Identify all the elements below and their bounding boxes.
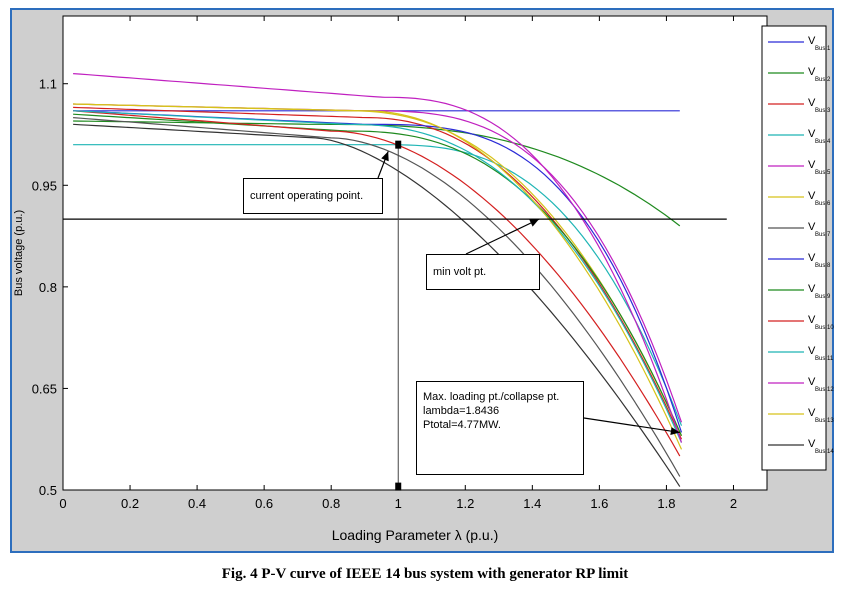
legend-label-bus-2: V — [808, 66, 816, 78]
annotation-line: Ptotal=4.77MW. — [423, 419, 501, 431]
series-line-bus-12 — [73, 73, 683, 443]
annotation-arrowhead-current — [381, 151, 389, 162]
legend-label-bus-10: V — [808, 314, 816, 326]
legend-sublabel-bus-13: Bus 13 — [815, 418, 834, 424]
legend-sublabel-bus-14: Bus 14 — [815, 449, 834, 455]
series-layer — [73, 73, 683, 487]
y-tick-label: 0.5 — [39, 483, 57, 498]
annotation-arrows — [377, 151, 680, 436]
legend-sublabel-bus-3: Bus 3 — [815, 108, 831, 114]
operating-point-marker-top — [395, 140, 402, 149]
x-tick-label: 0.4 — [188, 496, 206, 511]
x-tick-label: 1.8 — [657, 496, 675, 511]
legend-label-bus-6: V — [808, 190, 816, 202]
annotation-arrowhead-maxload — [670, 427, 680, 436]
legend-label-bus-11: V — [808, 345, 816, 357]
figure-caption: Fig. 4 P-V curve of IEEE 14 bus system w… — [221, 566, 629, 582]
legend-box — [761, 25, 827, 471]
annotation-arrowhead-minvolt — [529, 219, 540, 227]
reference-lines — [63, 140, 727, 491]
pv-chart: 0 0.2 0.4 0.6 0.8 1 1.2 1.4 1.6 1.8 2 0.5 0.65 0.8 0.9… — [13, 15, 834, 543]
series-line-bus-7 — [73, 117, 681, 477]
operating-point-marker-bottom — [395, 482, 402, 491]
x-tick-label: 1.2 — [456, 496, 474, 511]
legend-sublabel-bus-8: Bus 8 — [815, 263, 831, 269]
legend-sublabel-bus-12: Bus 12 — [815, 387, 834, 393]
legend-label-bus-13: V — [808, 407, 816, 419]
legend-sublabel-bus-11: Bus 11 — [815, 356, 834, 362]
legend-label-bus-9: V — [808, 283, 816, 295]
x-tick-label: 2 — [730, 496, 737, 511]
y-axis-label: Bus voltage (p.u.) — [13, 210, 25, 296]
x-tick-label: 1.4 — [523, 496, 541, 511]
legend-label-bus-4: V — [808, 128, 816, 140]
y-tick-label: 0.65 — [32, 381, 57, 396]
x-tick-label: 0.8 — [322, 496, 340, 511]
legend-label-bus-14: V — [808, 438, 816, 450]
series-line-bus-11 — [73, 110, 683, 443]
annotation-line: Max. loading pt./collapse pt. — [423, 391, 560, 403]
series-line-bus-14 — [73, 123, 681, 487]
x-tick-label: 0.2 — [121, 496, 139, 511]
y-tick-label: 1.1 — [39, 77, 57, 92]
legend-label-bus-1: V — [808, 35, 816, 47]
annotation-arrow-maxload — [583, 417, 680, 434]
legend-sublabel-bus-1: Bus 1 — [815, 46, 831, 52]
annotation-arrow-minvolt — [465, 218, 540, 255]
annotation-max-loading-point: Max. loading pt./collapse pt. lambda=1.84… — [416, 381, 584, 475]
annotation-min-volt-point: min volt pt. — [426, 254, 540, 290]
series-line-bus-3 — [73, 106, 683, 440]
x-tick-label: 0 — [59, 496, 66, 511]
plot-area — [62, 15, 768, 491]
legend-label-bus-7: V — [808, 221, 816, 233]
x-tick-label: 1 — [395, 496, 402, 511]
annotation-line: current operating point. — [250, 190, 364, 202]
annotation-line: lambda=1.8436 — [423, 405, 500, 417]
legend-sublabel-bus-6: Bus 6 — [815, 201, 831, 207]
series-line-bus-13 — [73, 103, 683, 450]
legend-label-bus-12: V — [808, 376, 816, 388]
legend-sublabel-bus-5: Bus 5 — [815, 170, 831, 176]
legend-label-bus-3: V — [808, 97, 816, 109]
series-line-bus-10 — [73, 110, 681, 457]
series-line-bus-4 — [73, 144, 683, 426]
y-tick-label: 0.8 — [39, 280, 57, 295]
legend-sublabel-bus-2: Bus 2 — [815, 77, 831, 83]
x-tick-label: 1.6 — [590, 496, 608, 511]
y-tick-label: 0.95 — [32, 178, 57, 193]
legend-label-bus-5: V — [808, 159, 816, 171]
axis-ticks: 0 0.2 0.4 0.6 0.8 1 1.2 1.4 1.6 1.8 2 0.5 0.65 0.8 0.9… — [32, 16, 767, 511]
legend-sublabel-bus-7: Bus 7 — [815, 232, 831, 238]
legend-label-bus-8: V — [808, 252, 816, 264]
annotation-current-operating-point: current operating point. — [243, 178, 383, 214]
legend-sublabel-bus-9: Bus 9 — [815, 294, 831, 300]
legend-sublabel-bus-10: Bus 10 — [815, 325, 834, 331]
x-axis-label: Loading Parameter λ (p.u.) — [332, 527, 499, 543]
x-tick-label: 0.6 — [255, 496, 273, 511]
series-line-bus-9 — [73, 113, 683, 437]
legend-sublabel-bus-4: Bus 4 — [815, 139, 831, 145]
annotation-line: min volt pt. — [433, 266, 487, 278]
